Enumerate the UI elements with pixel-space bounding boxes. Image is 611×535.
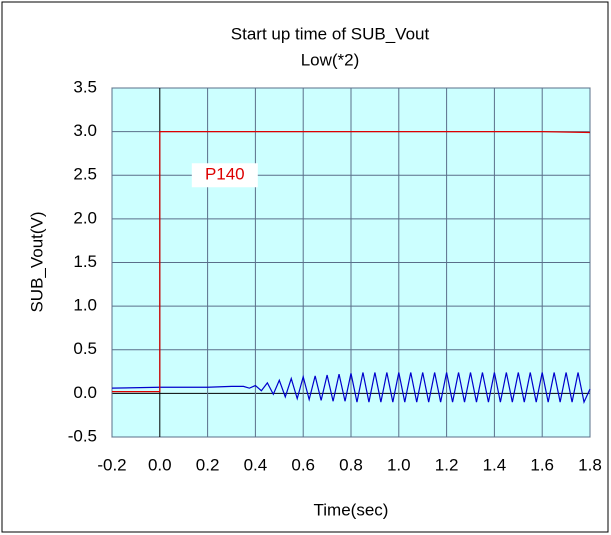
y-tick-label: 1.5 — [73, 252, 97, 271]
x-tick-label: -0.2 — [97, 455, 126, 474]
y-tick-label: 1.0 — [73, 296, 97, 315]
x-tick-label: 0.2 — [196, 455, 220, 474]
y-tick-label: -0.5 — [68, 426, 97, 445]
y-tick-label: 3.5 — [73, 77, 97, 96]
x-tick-label: 0.4 — [244, 455, 268, 474]
chart-subtitle: Low(*2) — [301, 50, 360, 69]
x-tick-label: 1.6 — [530, 455, 554, 474]
x-tick-label: 1.0 — [387, 455, 411, 474]
y-tick-label: 0.0 — [73, 383, 97, 402]
x-tick-label: 1.2 — [435, 455, 459, 474]
annotation: P140 — [205, 165, 245, 184]
x-tick-label: 0.8 — [339, 455, 363, 474]
x-tick-label: 0.0 — [148, 455, 172, 474]
x-tick-label: 1.4 — [483, 455, 507, 474]
y-tick-label: 2.5 — [73, 165, 97, 184]
x-tick-label: 1.8 — [578, 455, 602, 474]
data-line — [112, 131, 591, 393]
y-axis-label: SUB_Vout(V) — [27, 211, 46, 312]
x-axis-label: Time(sec) — [314, 500, 389, 519]
y-tick-label: 2.0 — [73, 208, 97, 227]
chart-title: Start up time of SUB_Vout — [231, 24, 430, 43]
annotation-box — [191, 163, 258, 188]
y-tick-label: 0.5 — [73, 339, 97, 358]
data-line — [111, 372, 591, 405]
y-tick-label: 3.0 — [73, 121, 97, 140]
x-tick-label: 0.6 — [291, 455, 315, 474]
